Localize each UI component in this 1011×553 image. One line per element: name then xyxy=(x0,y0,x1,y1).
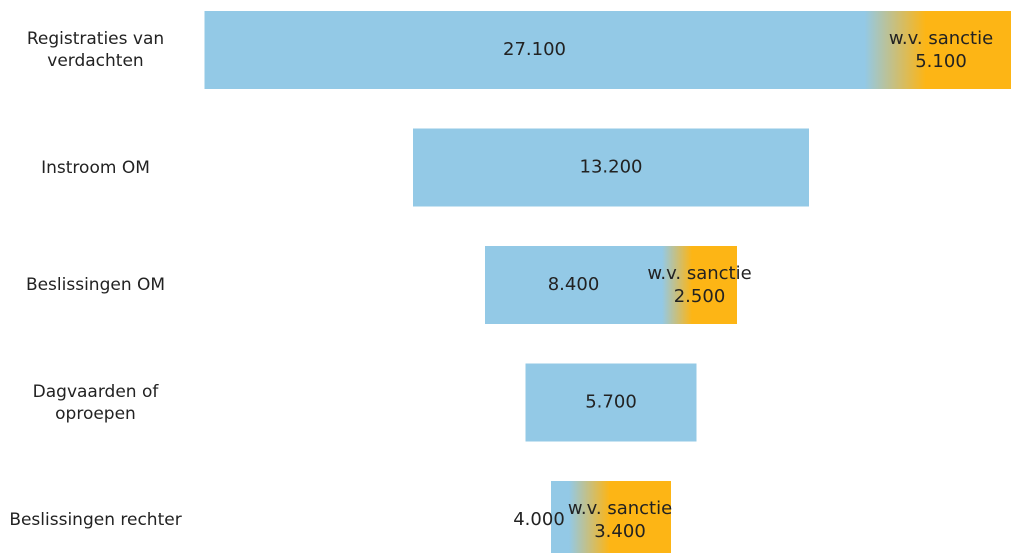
value-label: 8.400 xyxy=(548,274,600,295)
category-label: Instroom OM xyxy=(41,157,150,178)
sanction-value-label: 3.400 xyxy=(594,521,646,542)
sanction-value-label: 2.500 xyxy=(674,286,726,307)
category-label: Beslissingen rechter xyxy=(9,510,182,530)
sanction-segment xyxy=(569,481,671,553)
sanction-segment xyxy=(662,246,737,324)
sanction-value-label: 5.100 xyxy=(915,51,967,72)
sanction-label: w.v. sanctie xyxy=(568,498,672,519)
sanction-label: w.v. sanctie xyxy=(889,28,993,49)
value-label: 5.700 xyxy=(585,392,637,413)
sanction-label: w.v. sanctie xyxy=(647,263,751,284)
value-label: 4.000 xyxy=(513,509,565,530)
category-label: Beslissingen OM xyxy=(25,275,166,295)
sanction-segment xyxy=(864,11,1011,89)
value-label: 27.100 xyxy=(503,39,566,60)
category-label: Dagvaarden of oproepen xyxy=(32,381,159,424)
funnel-bar xyxy=(525,363,697,442)
value-label: 13.200 xyxy=(580,157,643,178)
category-label: Registraties van verdachten xyxy=(26,29,165,71)
funnel-bar xyxy=(413,128,809,207)
